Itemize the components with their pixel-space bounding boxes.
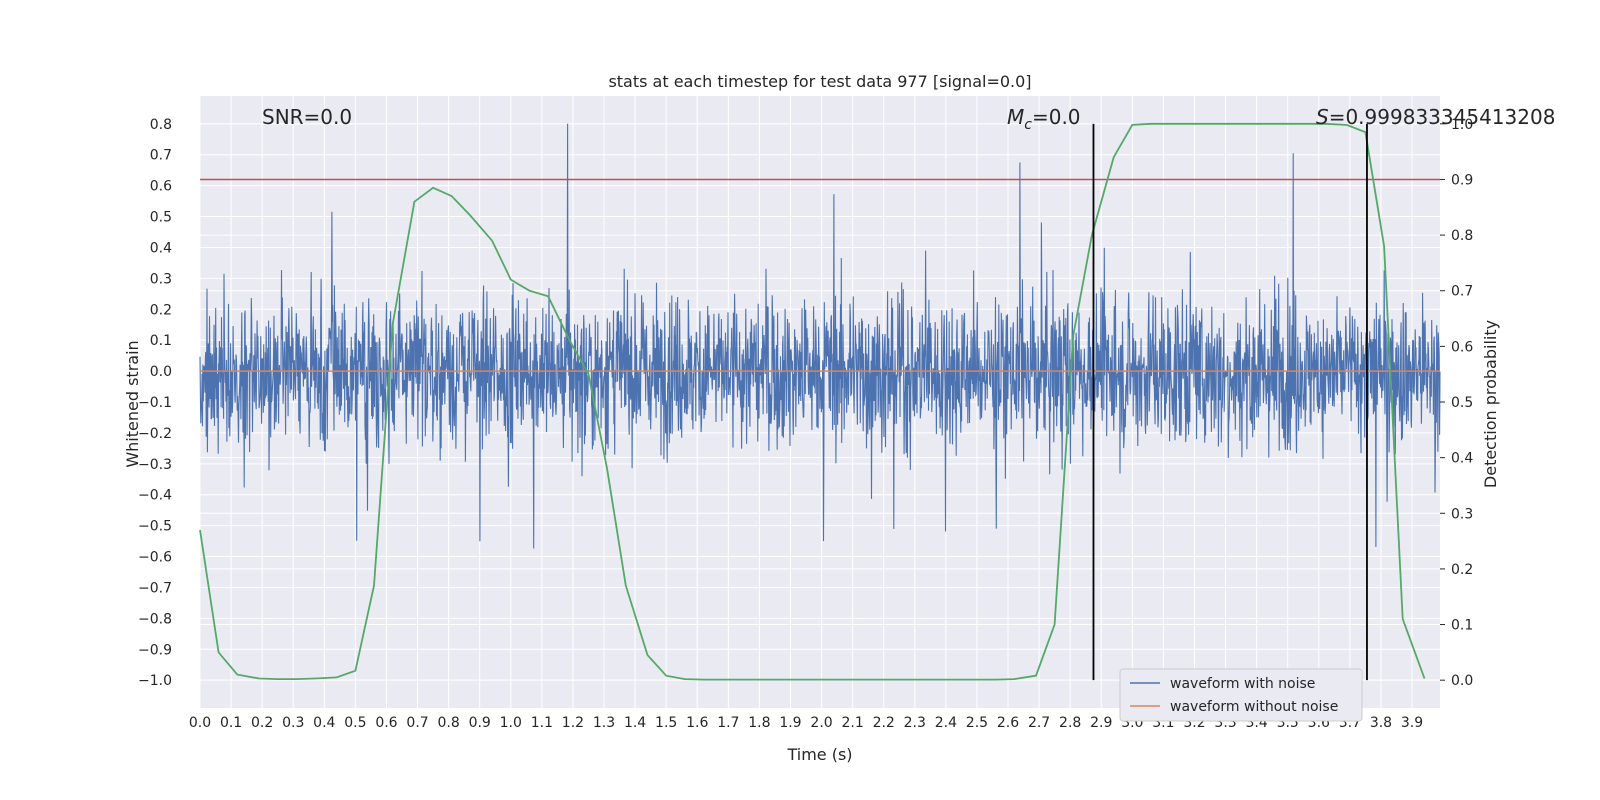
y2-tick-label: 0.6 [1451,339,1473,355]
x-tick-label: 1.1 [531,715,553,731]
mc-value: =0.0 [1032,105,1081,129]
legend-box [1119,668,1363,722]
y-tick-label: 0.6 [150,179,172,195]
x-tick-label: 3.9 [1401,715,1423,731]
y-tick-label: −0.2 [138,426,172,442]
x-tick-label: 2.1 [841,715,863,731]
y2-axis-label: Detection probability [1481,320,1500,488]
chart-title: stats at each timestep for test data 977… [608,72,1031,91]
y2-tick-label: 1.0 [1451,117,1473,133]
series-detection-probability [199,122,1426,681]
y2-tick-label: 0.8 [1451,228,1473,244]
x-tick-label: 1.5 [655,715,677,731]
mc-symbol: M [1007,105,1024,129]
x-tick-label: 0.0 [189,715,211,731]
legend-label-waveform-without-noise: waveform without noise [1170,699,1338,715]
s-symbol: S [1316,105,1329,129]
s-annotation: S=0.999833345413208 [1316,105,1555,129]
x-tick-label: 0.4 [313,715,335,731]
y2-tick-label: 0.0 [1451,673,1473,689]
x-tick-label: 1.9 [779,715,801,731]
y2-tick-label: 0.4 [1451,451,1473,467]
x-tick-label: 0.6 [375,715,397,731]
mc-annotation: Mc=0.0 [1007,105,1081,133]
x-tick-label: 1.8 [748,715,770,731]
y-tick-label: −0.4 [138,488,172,504]
x-tick-label: 0.5 [344,715,366,731]
y-axis-label: Whitened strain [123,340,142,467]
y2-tick-label: 0.3 [1451,506,1473,522]
y-tick-label: 0.8 [150,117,172,133]
x-tick-label: 2.9 [1090,715,1112,731]
x-tick-label: 2.0 [810,715,832,731]
x-tick-label: 0.2 [251,715,273,731]
y-tick-label: −0.5 [138,519,172,535]
y-tick-label: −0.1 [138,395,172,411]
y2-tick-labels: 1.0 0.9 0.8 0.7 0.6 0.5 0.4 0.3 0.2 0.1 0.0 [1440,117,1473,689]
y-tick-label: −0.6 [138,550,172,566]
x-tick-label: 2.5 [966,715,988,731]
y-tick-label: 0.4 [150,240,172,256]
x-tick-label: 2.2 [873,715,895,731]
y-tick-label: −1.0 [138,673,172,689]
mc-subscript: c [1024,117,1032,133]
snr-annotation: SNR=0.0 [262,105,352,129]
y-tick-label: 0.7 [150,148,172,164]
y2-tick-label: 0.7 [1451,284,1473,300]
x-tick-label: 0.8 [437,715,459,731]
s-value: =0.999833345413208 [1329,105,1556,129]
x-tick-label: 1.0 [500,715,522,731]
x-tick-label: 1.6 [686,715,708,731]
x-tick-label: 0.3 [282,715,304,731]
y-tick-label: −0.8 [138,611,172,627]
x-tick-label: 1.2 [562,715,584,731]
legend-label-waveform-with-noise: waveform with noise [1170,676,1315,692]
y2-tick-label: 0.2 [1451,562,1473,578]
y2-tick-label: 0.1 [1451,618,1473,634]
y-tick-label: 0.0 [150,364,172,380]
y-tick-label: 0.3 [150,271,172,287]
y-tick-labels: 0.8 0.7 0.6 0.5 0.4 0.3 0.2 0.1 0.0 −0.1 −0.2 −0.3 −… [138,117,172,689]
y-tick-label: 0.1 [150,333,172,349]
x-tick-label: 1.7 [717,715,739,731]
y-tick-label: 0.2 [150,302,172,318]
y2-tick-label: 0.5 [1451,395,1473,411]
x-tick-label: 1.4 [624,715,646,731]
y-tick-label: −0.3 [138,457,172,473]
y2-tick-label: 0.9 [1451,172,1473,188]
vertical-markers [1092,123,1368,681]
x-axis-label: Time (s) [786,745,852,764]
noise-trace [199,123,1441,549]
x-tick-label: 1.3 [593,715,615,731]
x-tick-label: 2.4 [935,715,957,731]
legend: waveform with noise waveform without noi… [1119,668,1363,722]
x-tick-label: 2.8 [1059,715,1081,731]
x-tick-label: 0.1 [220,715,242,731]
x-tick-label: 0.9 [469,715,491,731]
x-tick-label: 2.6 [997,715,1019,731]
x-tick-label: 0.7 [406,715,428,731]
y-tick-label: −0.7 [138,580,172,596]
x-tick-label: 2.7 [1028,715,1050,731]
x-tick-label: 3.8 [1370,715,1392,731]
y-tick-label: −0.9 [138,642,172,658]
series-waveform-with-noise [199,123,1441,549]
y-tick-label: 0.5 [150,210,172,226]
x-tick-label: 2.3 [904,715,926,731]
